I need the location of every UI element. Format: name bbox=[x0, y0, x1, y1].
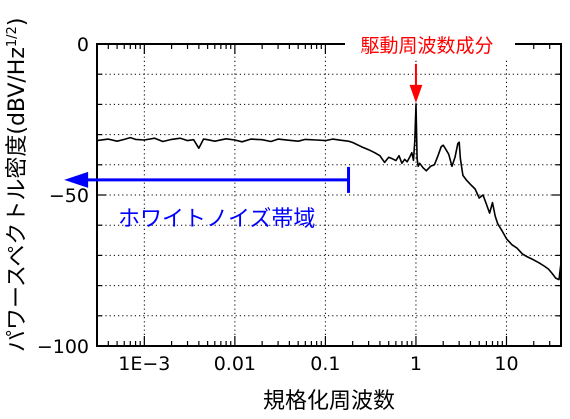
y-axis-title-unit-superscript: 1/2 bbox=[5, 26, 20, 47]
drive-frequency-arrow bbox=[409, 63, 423, 103]
psd-series-line bbox=[96, 103, 562, 281]
x-tick-label: 1E−3 bbox=[118, 353, 170, 375]
y-tick-labels: 0 −50 −100 bbox=[37, 34, 89, 358]
y-axis-title: パワースペクトル密度(dBV/Hz1/2) bbox=[5, 18, 30, 352]
plot-frame bbox=[96, 43, 562, 347]
x-tick-label: 1 bbox=[410, 353, 422, 375]
y-tick-label: −100 bbox=[37, 336, 89, 358]
x-tick-label: 10 bbox=[494, 353, 518, 375]
white-noise-arrow-head bbox=[64, 171, 89, 188]
grid bbox=[97, 44, 561, 346]
y-tick-label: 0 bbox=[77, 34, 89, 56]
annotations: 駆動周波数成分 ホワイトノイズ帯域 bbox=[64, 30, 515, 232]
y-axis-title-main: パワースペクトル密度 bbox=[5, 135, 30, 352]
x-tick-label: 0.01 bbox=[214, 353, 256, 375]
x-axis-title: 規格化周波数 bbox=[263, 389, 395, 414]
y-tick-label: −50 bbox=[49, 185, 89, 207]
drive-label-background bbox=[345, 30, 515, 60]
series-layer bbox=[96, 103, 562, 281]
x-tick-label: 0.1 bbox=[310, 353, 340, 375]
y-axis-title-unit: (dBV/Hz bbox=[5, 47, 30, 135]
y-axis-title-unit-close: ) bbox=[5, 18, 30, 27]
drive-frequency-label: 駆動周波数成分 bbox=[360, 35, 493, 57]
white-noise-band-label: ホワイトノイズ帯域 bbox=[118, 207, 315, 232]
x-tick-labels: 1E−3 0.01 0.1 1 10 bbox=[118, 353, 518, 375]
